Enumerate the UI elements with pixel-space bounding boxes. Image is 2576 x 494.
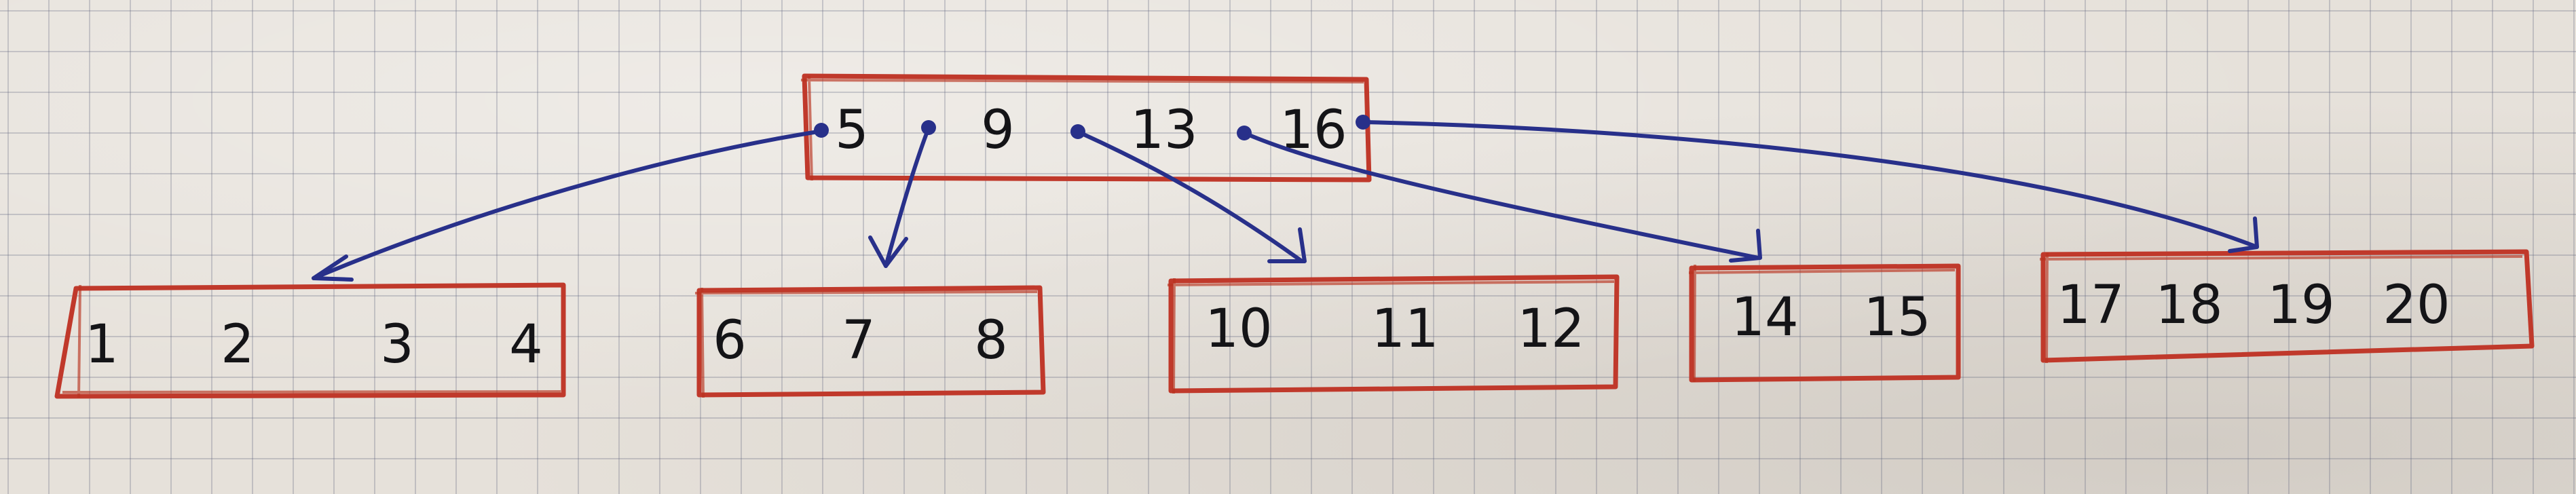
arrow-head-child-1 — [312, 254, 354, 282]
edge-root-to-child-2 — [884, 130, 929, 268]
child-node-1-key-2: 2 — [221, 314, 255, 375]
root-node-box — [802, 73, 1372, 183]
pointer-dot-2 — [921, 120, 936, 135]
edge-root-to-child-4 — [1246, 132, 1760, 260]
pointer-dot-1 — [814, 123, 829, 138]
child-node-2-box-echo — [694, 287, 1038, 398]
child-node-5-box-echo — [2039, 252, 2523, 364]
arrow-head-child-3 — [1267, 227, 1307, 263]
child-node-2-key-6: 6 — [713, 310, 747, 371]
child-node-1: 1 2 3 4 — [54, 282, 566, 399]
child-node-3-key-11: 11 — [1371, 299, 1438, 360]
child-node-2: 6 7 8 — [694, 285, 1046, 398]
root-key-9: 9 — [981, 100, 1015, 161]
pointer-dot-4 — [1237, 126, 1252, 140]
child-node-3-key-12: 12 — [1517, 299, 1584, 360]
child-node-2-box — [696, 285, 1046, 398]
pointer-dot-3 — [1070, 124, 1085, 139]
child-node-3-box — [1168, 274, 1620, 394]
child-node-4-key-14: 14 — [1731, 287, 1798, 348]
edge-root-to-child-5 — [1364, 120, 2256, 248]
child-node-5: 17 18 19 20 — [2039, 249, 2535, 364]
edge-root-to-child-3 — [1079, 131, 1304, 263]
root-key-13: 13 — [1130, 100, 1197, 161]
pointer-dot-5 — [1356, 115, 1370, 130]
child-node-1-box — [54, 282, 566, 399]
root-node-box-echo — [800, 75, 1364, 181]
child-node-5-key-18: 18 — [2155, 275, 2222, 336]
root-key-5: 5 — [835, 100, 869, 161]
child-node-1-key-1: 1 — [85, 314, 119, 375]
arrow-head-child-5 — [2228, 216, 2259, 253]
child-node-4: 14 15 — [1688, 263, 1961, 383]
child-node-1-key-4: 4 — [509, 314, 543, 375]
child-node-3-key-10: 10 — [1205, 299, 1272, 360]
arrow-head-child-4 — [1729, 229, 1762, 263]
edge-root-to-child-1 — [312, 130, 820, 280]
arrow-head-child-2 — [868, 235, 908, 268]
child-node-2-key-8: 8 — [974, 310, 1008, 371]
child-node-5-key-17: 17 — [2057, 275, 2124, 336]
child-node-5-box — [2040, 249, 2535, 363]
root-node: 5 9 13 16 — [800, 73, 1372, 183]
child-node-2-key-7: 7 — [842, 310, 876, 371]
child-node-4-key-15: 15 — [1863, 287, 1930, 348]
child-node-3: 10 11 12 — [1167, 274, 1620, 394]
child-node-5-key-19: 19 — [2267, 275, 2334, 336]
child-node-1-box-echo — [62, 284, 561, 398]
child-node-3-box-echo — [1167, 278, 1615, 394]
child-node-4-box — [1689, 263, 1961, 383]
child-node-4-box-echo — [1688, 264, 1956, 383]
pointer-edges — [312, 120, 2259, 282]
child-node-5-key-20: 20 — [2383, 275, 2450, 336]
child-node-1-key-3: 3 — [380, 314, 414, 375]
